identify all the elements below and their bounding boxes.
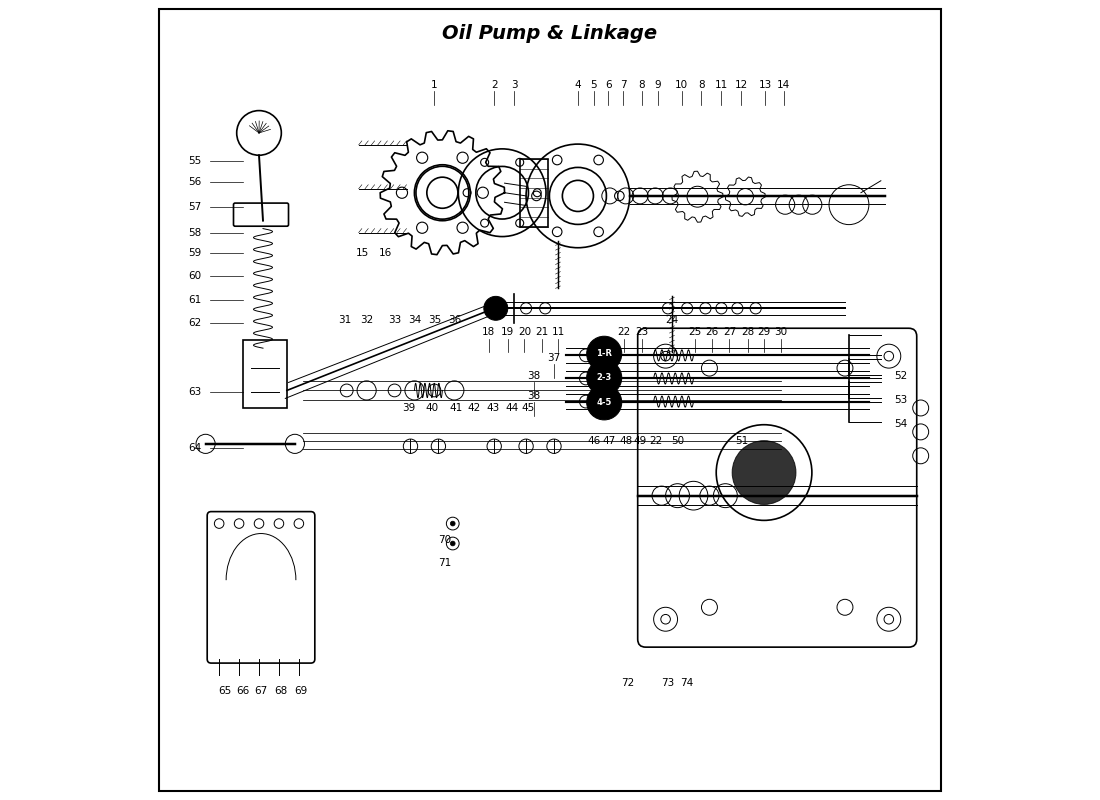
Text: 70: 70 (438, 534, 451, 545)
Text: 27: 27 (723, 327, 736, 338)
Text: 5: 5 (591, 80, 597, 90)
Text: 23: 23 (635, 327, 648, 338)
Text: 24: 24 (666, 315, 679, 326)
Text: 1: 1 (431, 80, 438, 90)
Text: 21: 21 (536, 327, 549, 338)
Text: 8: 8 (698, 80, 705, 90)
Text: 13: 13 (759, 80, 772, 90)
Circle shape (733, 441, 796, 505)
Text: 20: 20 (518, 327, 531, 338)
Text: 47: 47 (603, 437, 616, 446)
Text: 52: 52 (894, 371, 908, 381)
Text: 7: 7 (620, 80, 627, 90)
Text: 11: 11 (551, 327, 564, 338)
Text: 10: 10 (675, 80, 689, 90)
Text: 42: 42 (468, 403, 481, 413)
Text: 16: 16 (378, 247, 392, 258)
Text: 12: 12 (735, 80, 748, 90)
Circle shape (450, 541, 455, 546)
Circle shape (450, 521, 455, 526)
Text: 31: 31 (338, 315, 351, 326)
Text: 51: 51 (735, 437, 748, 446)
Text: 22: 22 (649, 437, 662, 446)
Text: 35: 35 (429, 315, 442, 326)
Text: 49: 49 (634, 437, 647, 446)
Text: Oil Pump & Linkage: Oil Pump & Linkage (442, 24, 658, 42)
Text: 15: 15 (356, 247, 370, 258)
Text: 50: 50 (671, 437, 684, 446)
Text: 61: 61 (188, 295, 202, 306)
Text: 6: 6 (605, 80, 612, 90)
Text: 66: 66 (236, 686, 250, 696)
Text: 69: 69 (294, 686, 307, 696)
Text: 41: 41 (449, 403, 463, 413)
Text: 68: 68 (274, 686, 287, 696)
Circle shape (586, 336, 622, 371)
Text: 60: 60 (189, 271, 201, 282)
Text: 62: 62 (188, 318, 202, 328)
Text: 64: 64 (188, 443, 202, 453)
Circle shape (236, 110, 282, 155)
Circle shape (484, 296, 508, 320)
Circle shape (586, 360, 622, 395)
Text: 72: 72 (621, 678, 635, 688)
Text: 32: 32 (360, 315, 373, 326)
Text: 18: 18 (482, 327, 495, 338)
Text: 67: 67 (254, 686, 267, 696)
Text: 74: 74 (681, 678, 694, 688)
Text: 14: 14 (777, 80, 790, 90)
Text: 33: 33 (388, 315, 401, 326)
Text: 59: 59 (188, 247, 202, 258)
Text: 4: 4 (574, 80, 581, 90)
Text: 36: 36 (449, 315, 462, 326)
Text: 26: 26 (705, 327, 718, 338)
Bar (520, 159, 548, 226)
Text: 44: 44 (505, 403, 518, 413)
Text: 8: 8 (638, 80, 645, 90)
Text: 1-R: 1-R (596, 350, 613, 358)
Text: 58: 58 (188, 227, 202, 238)
Text: 29: 29 (757, 327, 770, 338)
Text: 40: 40 (426, 403, 439, 413)
Circle shape (586, 385, 622, 420)
Text: 39: 39 (403, 403, 416, 413)
Text: 4-5: 4-5 (596, 398, 612, 407)
Text: 30: 30 (774, 327, 788, 338)
Text: 53: 53 (894, 395, 908, 405)
Text: 25: 25 (689, 327, 702, 338)
Text: 57: 57 (188, 202, 202, 212)
Text: 2: 2 (491, 80, 497, 90)
Text: 34: 34 (408, 315, 421, 326)
Bar (243, 340, 287, 408)
Text: 63: 63 (188, 387, 202, 397)
Text: 3: 3 (510, 80, 517, 90)
Text: 73: 73 (661, 678, 674, 688)
Text: 43: 43 (486, 403, 499, 413)
Text: 65: 65 (218, 686, 231, 696)
Text: 11: 11 (715, 80, 728, 90)
Text: 54: 54 (894, 419, 908, 429)
Text: 19: 19 (502, 327, 515, 338)
Text: 55: 55 (188, 156, 202, 166)
Text: 71: 71 (438, 558, 451, 569)
Text: 9: 9 (654, 80, 661, 90)
Text: 22: 22 (617, 327, 630, 338)
Text: 38: 38 (527, 391, 541, 401)
Text: 28: 28 (741, 327, 755, 338)
Text: 2-3: 2-3 (596, 373, 612, 382)
Text: 38: 38 (527, 371, 541, 381)
Text: 46: 46 (587, 437, 601, 446)
Text: 37: 37 (548, 353, 561, 362)
Text: 48: 48 (619, 437, 632, 446)
Text: 56: 56 (188, 178, 202, 187)
Text: 45: 45 (521, 403, 535, 413)
